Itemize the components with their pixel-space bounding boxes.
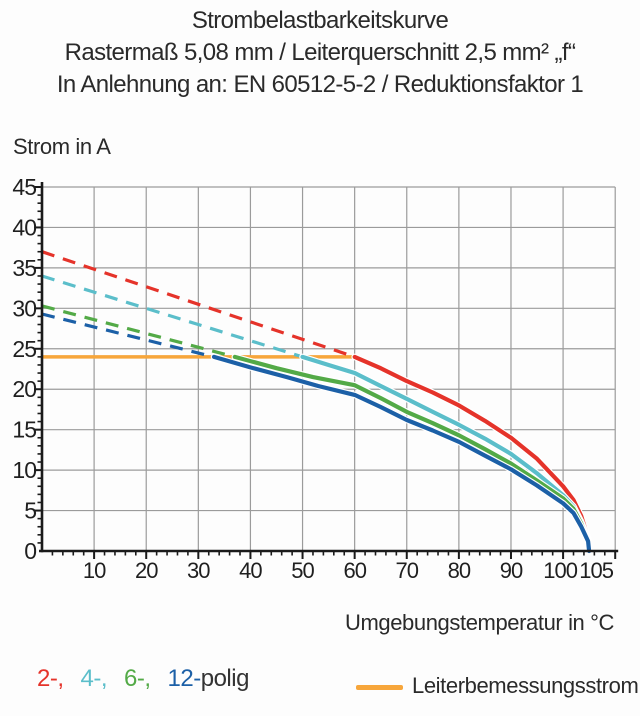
reference-legend-label: Leiterbemessungsstrom xyxy=(412,673,639,698)
curve-2-polig xyxy=(352,354,592,554)
y-tick-label: 45 xyxy=(12,174,36,200)
reference-line-swatch xyxy=(356,685,403,690)
x-tick-label: 20 xyxy=(135,558,158,583)
poles-legend: 2-, 4-, 6-, 12-polig xyxy=(37,665,249,693)
curve-12-polig xyxy=(211,354,592,554)
x-tick-label: 40 xyxy=(239,558,262,583)
y-tick-label: 0 xyxy=(24,538,36,564)
legend-pole-2: 2-, xyxy=(37,665,64,692)
x-tick-label: 70 xyxy=(396,558,419,583)
y-tick-label: 25 xyxy=(12,336,36,362)
y-tick-label: 30 xyxy=(12,295,36,321)
curve-dashed-2-polig xyxy=(41,250,356,359)
y-tick-label: 35 xyxy=(12,255,36,281)
x-tick-label: 10 xyxy=(83,558,106,583)
x-tick-label: 50 xyxy=(291,558,314,583)
x-tick-label: 80 xyxy=(448,558,471,583)
x-axis-title: Umgebungstemperatur in °C xyxy=(344,610,614,635)
x-tick-label: 30 xyxy=(187,558,210,583)
curve-dashed-6-polig xyxy=(41,304,236,359)
title-block: Strombelastbarkeitskurve Rastermaß 5,08 … xyxy=(0,5,640,101)
reference-legend: Leiterbemessungsstrom xyxy=(356,673,639,699)
chart-subtitle-standard: In Anlehnung an: EN 60512-5-2 / Reduktio… xyxy=(56,71,584,98)
y-tick-label: 5 xyxy=(24,498,36,524)
legend-pole-12: 12- xyxy=(167,665,202,692)
y-axis-title: Strom in A xyxy=(13,134,111,159)
y-tick-label: 20 xyxy=(12,376,36,402)
y-tick-label: 10 xyxy=(12,457,36,483)
chart-title: Strombelastbarkeitskurve xyxy=(191,7,449,34)
legend-pole-4: 4-, xyxy=(80,665,108,692)
x-tick-label: 100 xyxy=(543,558,577,583)
y-tick-label: 15 xyxy=(12,417,36,443)
curve-halo-2-polig xyxy=(351,353,593,555)
x-tick-label: 105 xyxy=(579,558,613,583)
curve-dashed-12-polig xyxy=(41,312,215,359)
curve-dashed-4-polig xyxy=(41,274,303,359)
legend-pole-6: 6-, xyxy=(124,665,151,692)
legend-pole-suffix: polig xyxy=(200,665,250,692)
x-tick-label: 90 xyxy=(500,558,523,583)
chart-subtitle-pitch: Rastermaß 5,08 mm / Leiterquerschnitt 2,… xyxy=(64,39,576,66)
y-tick-label: 40 xyxy=(12,214,36,240)
x-tick-label: 60 xyxy=(343,558,366,583)
